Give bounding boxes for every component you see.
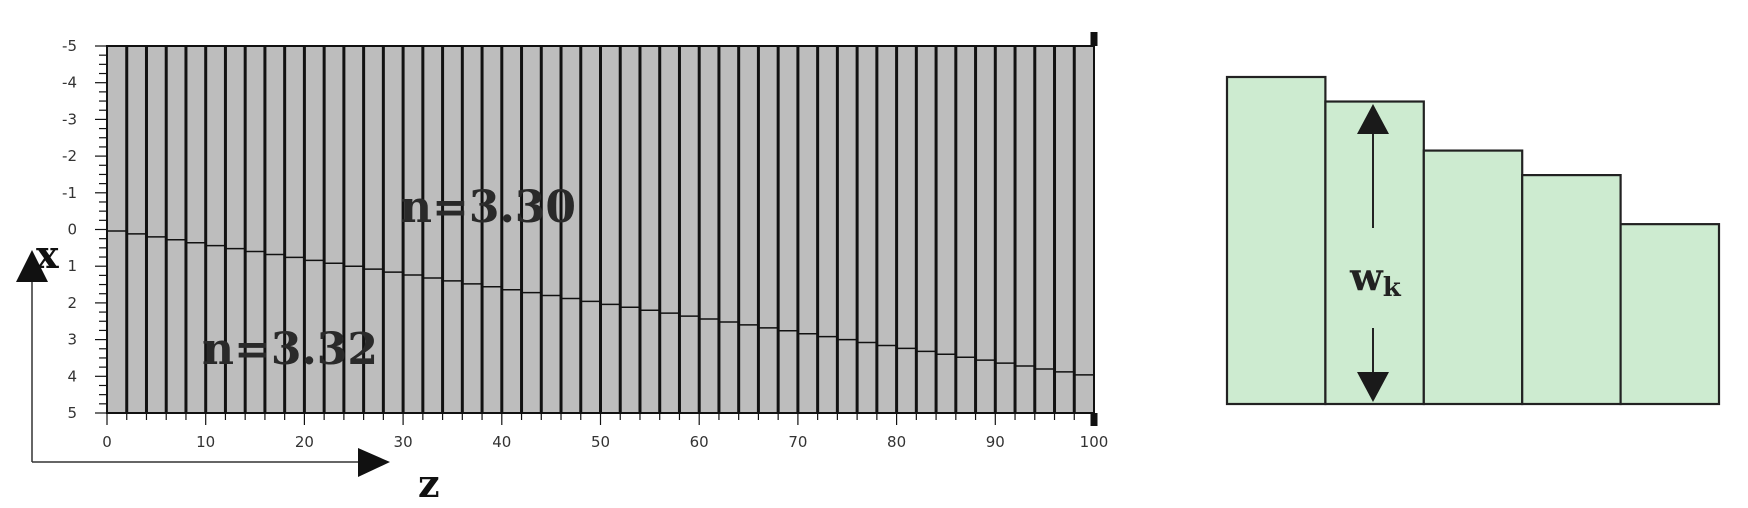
y-tick-label: 4 — [67, 367, 77, 385]
x-tick-label: 30 — [394, 433, 413, 451]
x-axis-letter: x — [36, 232, 59, 277]
width-block — [1619, 223, 1721, 406]
width-profile: wk — [1225, 75, 1721, 406]
x-tick-label: 60 — [690, 433, 709, 451]
y-tick-label: 2 — [67, 294, 77, 312]
x-tick-label: 50 — [591, 433, 610, 451]
index-boundary-line — [107, 230, 1094, 376]
z-direction-arrowhead — [358, 448, 390, 477]
width-arrowhead-up — [1357, 104, 1389, 134]
x-direction-arrowhead — [16, 250, 48, 282]
y-axis-tick-labels: -5 -4 -3 -2 -1 0 1 2 3 4 5 — [62, 37, 77, 422]
width-block — [1422, 149, 1524, 406]
width-label-main: w — [1349, 254, 1384, 299]
y-tick-label: -3 — [62, 110, 77, 128]
x-tick-label: 100 — [1080, 433, 1109, 451]
upper-region-label: n=3.30 — [400, 182, 576, 233]
width-block — [1225, 75, 1327, 406]
y-tick-label: -1 — [62, 184, 77, 202]
x-tick-label: 90 — [986, 433, 1005, 451]
segment-lines — [125, 46, 1076, 413]
width-arrowhead-down — [1357, 372, 1389, 402]
x-axis-ticks — [106, 413, 1095, 425]
width-label: wk — [1349, 254, 1402, 303]
x-tick-label: 0 — [102, 433, 112, 451]
y-tick-label: 0 — [67, 221, 77, 239]
width-block — [1324, 100, 1425, 406]
width-blocks — [1225, 75, 1721, 406]
y-axis-ticks — [95, 45, 107, 414]
x-tick-label: 40 — [492, 433, 511, 451]
lower-region-label: n=3.32 — [202, 324, 378, 375]
y-tick-label: -5 — [62, 37, 77, 55]
y-tick-label: -4 — [62, 74, 77, 92]
y-tick-label: 1 — [67, 257, 77, 275]
y-tick-label: -2 — [62, 147, 77, 165]
y-tick-label: 3 — [67, 331, 77, 349]
x-tick-label: 80 — [887, 433, 906, 451]
z-axis-letter: z — [418, 461, 440, 506]
y-tick-label: 5 — [67, 404, 77, 422]
x-tick-label: 20 — [295, 433, 314, 451]
width-block — [1521, 174, 1622, 406]
width-label-sub: k — [1383, 273, 1402, 303]
x-axis-tick-labels: 0 10 20 30 40 50 60 70 80 90 100 — [102, 433, 1108, 451]
x-tick-label: 10 — [196, 433, 215, 451]
x-tick-label: 70 — [788, 433, 807, 451]
